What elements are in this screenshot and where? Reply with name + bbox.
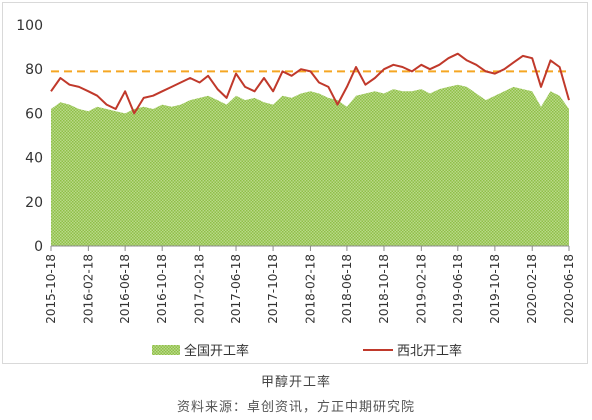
x-tick-label: 2016-10-18 <box>155 254 169 324</box>
chart-source: 资料来源：卓创资讯，方正中期研究院 <box>176 400 415 415</box>
y-tick-label: 40 <box>25 151 43 167</box>
area-series-group <box>51 84 569 246</box>
line-series-group <box>50 52 570 115</box>
x-axis: 2015-10-18 2016-02-18 2016-06-18 2016-10-18… <box>44 245 576 324</box>
series-line-northwest <box>50 52 570 115</box>
x-tick-label: 2020-06-18 <box>562 254 576 324</box>
y-axis: 0 20 40 60 80 100 <box>16 18 43 255</box>
x-tick-label: 2017-10-18 <box>266 254 280 324</box>
x-tick-label: 2019-02-18 <box>414 254 428 324</box>
legend: 全国开工率 西北开工率 <box>152 343 462 359</box>
y-tick-label: 20 <box>25 195 43 211</box>
y-tick-label: 0 <box>34 239 43 255</box>
x-tick-label: 2019-06-18 <box>451 254 465 324</box>
x-tick-label: 2017-02-18 <box>193 254 207 324</box>
x-tick-label: 2018-10-18 <box>377 254 391 324</box>
x-tick-label: 2019-10-18 <box>488 254 502 324</box>
x-tick-label: 2015-10-18 <box>44 254 58 324</box>
x-tick-label: 2017-06-18 <box>229 254 243 324</box>
x-tick-label: 2020-02-18 <box>525 254 539 324</box>
legend-label-area: 全国开工率 <box>184 343 249 359</box>
y-tick-label: 80 <box>25 62 43 78</box>
legend-label-line: 西北开工率 <box>397 343 462 359</box>
x-tick-label: 2018-02-18 <box>303 254 317 324</box>
y-tick-label: 100 <box>16 18 43 34</box>
y-tick-label: 60 <box>25 106 43 122</box>
chart-caption: 甲醇开工率 <box>260 375 331 390</box>
chart-frame: 0 20 40 60 80 100 2015-10-18 2016-02-18 2016-06… <box>2 2 588 364</box>
chart-svg: 0 20 40 60 80 100 2015-10-18 2016-02-18 2016-06… <box>16 18 576 359</box>
legend-swatch-area <box>152 345 180 355</box>
x-tick-label: 2016-06-18 <box>118 254 132 324</box>
series-area-national <box>51 84 569 246</box>
x-tick-label: 2016-02-18 <box>81 254 95 324</box>
x-tick-label: 2018-06-18 <box>340 254 354 324</box>
